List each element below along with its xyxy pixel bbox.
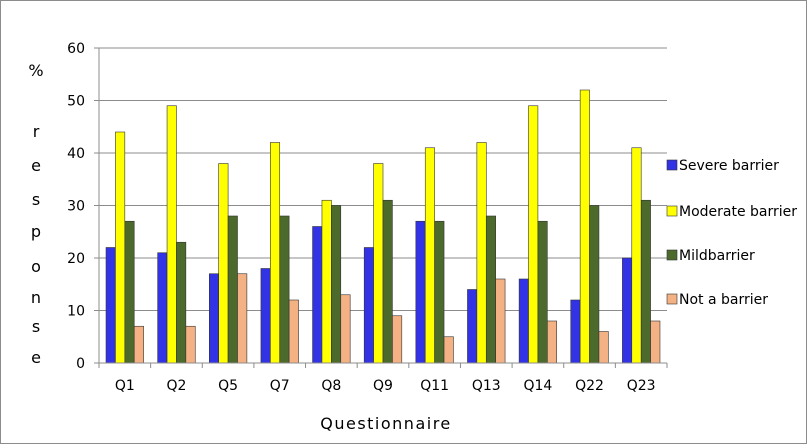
bar xyxy=(166,105,177,364)
legend-swatch xyxy=(666,205,678,217)
bar xyxy=(208,273,219,364)
bar xyxy=(340,294,351,364)
y-axis-title-char: s xyxy=(32,317,40,336)
bar xyxy=(260,268,271,364)
bar xyxy=(176,241,187,364)
bar xyxy=(124,220,135,364)
y-tick-label: 40 xyxy=(67,146,85,162)
bar xyxy=(434,220,445,364)
bar xyxy=(237,273,248,364)
y-axis-title-char: % xyxy=(28,61,43,80)
bar xyxy=(382,199,393,364)
x-axis-title: Questionnaire xyxy=(320,414,452,433)
axes xyxy=(94,47,668,368)
y-tick-label: 50 xyxy=(67,94,85,110)
x-tick-label: Q2 xyxy=(166,378,186,394)
y-axis-title-char: n xyxy=(31,288,41,307)
legend-label: Severe barrier xyxy=(679,158,779,174)
x-tick-label: Q14 xyxy=(523,378,552,394)
bar xyxy=(518,278,529,364)
bar xyxy=(579,89,590,364)
y-tick-label: 30 xyxy=(67,199,85,215)
x-tick-label: Q23 xyxy=(627,378,656,394)
y-axis-title-char: p xyxy=(31,222,41,241)
bar xyxy=(185,325,196,364)
bar xyxy=(157,252,168,364)
bar xyxy=(650,320,661,364)
x-tick-label: Q22 xyxy=(575,378,604,394)
bar xyxy=(622,257,633,364)
x-tick-label: Q7 xyxy=(270,378,290,394)
x-tick-label: Q11 xyxy=(420,378,449,394)
bar xyxy=(288,299,299,364)
bar xyxy=(476,142,487,364)
legend: Severe barrier Moderate barrier Mildbarrie… xyxy=(666,158,797,308)
bar xyxy=(415,220,426,364)
bar xyxy=(392,315,403,364)
bar xyxy=(424,147,435,364)
bar xyxy=(373,163,384,364)
legend-label: Mildbarrier xyxy=(679,248,755,264)
y-tick-label: 60 xyxy=(67,41,85,57)
bar xyxy=(537,220,548,364)
bar xyxy=(528,105,539,364)
bar xyxy=(631,147,642,364)
bar xyxy=(312,226,323,364)
bar xyxy=(570,299,581,364)
x-tick-label: Q5 xyxy=(218,378,238,394)
bar xyxy=(547,320,558,364)
bar xyxy=(640,199,651,364)
y-axis-title-char: o xyxy=(31,257,41,276)
legend-swatch xyxy=(666,159,678,171)
x-tick-label: Q1 xyxy=(115,378,135,394)
bars xyxy=(105,89,661,364)
bar xyxy=(115,131,126,364)
x-tick-label: Q8 xyxy=(321,378,341,394)
bar xyxy=(363,247,374,364)
bar xyxy=(589,205,600,364)
bar xyxy=(218,163,229,364)
y-tick-label: 0 xyxy=(76,356,85,372)
legend-label: Not a barrier xyxy=(679,292,768,308)
legend-swatch xyxy=(666,249,678,261)
y-tick-labels: 0 10 20 30 40 50 60 xyxy=(67,41,85,372)
bar xyxy=(485,215,496,364)
y-axis-title-char: r xyxy=(33,122,40,141)
legend-swatch xyxy=(666,293,678,305)
y-tick-label: 10 xyxy=(67,304,85,320)
bar xyxy=(467,289,478,364)
x-tick-label: Q13 xyxy=(472,378,501,394)
bar xyxy=(133,325,144,364)
bar xyxy=(279,215,290,364)
bar xyxy=(227,215,238,364)
bar xyxy=(321,199,332,364)
bar xyxy=(495,278,506,364)
bar xyxy=(270,142,281,364)
bar xyxy=(331,205,342,364)
y-tick-label: 20 xyxy=(67,251,85,267)
bar xyxy=(105,247,116,364)
y-axis-title-char: e xyxy=(31,156,41,175)
bar xyxy=(443,336,454,364)
x-tick-label: Q9 xyxy=(373,378,393,394)
y-axis-title-char: e xyxy=(31,348,41,367)
x-tick-labels: Q1 Q2 Q5 Q7 Q8 Q9 Q11 Q13 Q14 Q22 Q23 xyxy=(115,378,656,394)
legend-label: Moderate barrier xyxy=(679,204,797,220)
y-axis-title-char: s xyxy=(32,190,40,209)
bar xyxy=(598,331,609,364)
